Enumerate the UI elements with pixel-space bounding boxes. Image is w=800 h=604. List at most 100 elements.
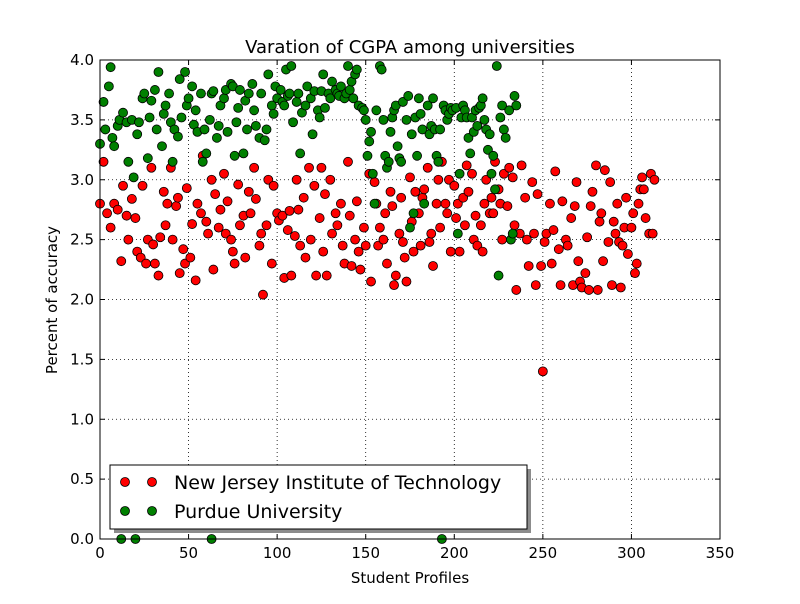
- njit-point: [440, 198, 451, 209]
- purdue-point: [498, 124, 509, 135]
- purdue-point: [509, 91, 520, 101]
- njit-point: [522, 234, 532, 245]
- njit-point: [557, 196, 568, 207]
- njit-point: [360, 240, 371, 251]
- njit-point: [167, 234, 178, 245]
- njit-point: [647, 228, 658, 239]
- purdue-point: [369, 198, 380, 209]
- njit-point: [396, 192, 407, 203]
- njit-point: [327, 228, 337, 239]
- njit-point: [617, 240, 628, 251]
- purdue-point: [219, 93, 229, 104]
- njit-point: [203, 228, 213, 239]
- njit-point: [277, 210, 288, 221]
- purdue-point: [150, 85, 160, 95]
- njit-point: [431, 198, 442, 209]
- njit-point: [380, 208, 391, 219]
- purdue-point: [109, 141, 120, 152]
- njit-point: [497, 234, 508, 245]
- njit-point: [562, 240, 573, 251]
- purdue-point: [151, 124, 162, 135]
- njit-point: [266, 258, 277, 269]
- purdue-point: [495, 112, 506, 123]
- purdue-point: [493, 270, 504, 281]
- purdue-point: [256, 88, 267, 99]
- njit-point: [587, 186, 598, 197]
- purdue-point: [263, 69, 274, 80]
- njit-point: [300, 252, 311, 263]
- purdue-point: [139, 88, 150, 99]
- njit-point: [569, 201, 580, 211]
- njit-point: [628, 208, 639, 219]
- purdue-point: [433, 156, 444, 167]
- njit-point: [293, 204, 304, 215]
- njit-point: [598, 256, 608, 267]
- purdue-point: [132, 129, 143, 140]
- x-tick-label: 0: [95, 544, 105, 562]
- legend-marker-purdue: [120, 506, 130, 516]
- x-axis-label: Student Profiles: [351, 569, 469, 587]
- njit-point: [433, 174, 444, 185]
- njit-point: [649, 174, 660, 185]
- njit-point: [155, 232, 166, 243]
- purdue-point: [233, 103, 244, 113]
- njit-point: [389, 280, 399, 291]
- purdue-point: [327, 76, 337, 87]
- njit-point: [527, 177, 538, 188]
- purdue-point: [428, 93, 438, 104]
- legend-label-njit: New Jersey Institute of Technology: [174, 472, 501, 494]
- njit-point: [539, 237, 550, 247]
- njit-point: [213, 222, 224, 233]
- njit-point: [298, 192, 309, 203]
- purdue-point: [314, 112, 325, 123]
- purdue-point: [128, 172, 139, 183]
- njit-point: [408, 246, 419, 257]
- njit-point: [555, 280, 566, 291]
- njit-point: [102, 208, 112, 219]
- njit-point: [502, 201, 513, 211]
- purdue-point: [98, 97, 109, 107]
- njit-point: [160, 220, 171, 231]
- legend-box: [109, 464, 528, 530]
- njit-point: [309, 180, 320, 191]
- njit-point: [98, 156, 109, 167]
- njit-point: [351, 196, 362, 207]
- purdue-point: [419, 198, 430, 209]
- njit-point: [516, 160, 527, 171]
- njit-point: [451, 213, 461, 223]
- njit-point: [359, 222, 369, 233]
- njit-point: [410, 186, 421, 197]
- purdue-point: [142, 153, 153, 164]
- purdue-point: [118, 107, 128, 118]
- y-tick-label: 1.0: [70, 410, 94, 428]
- purdue-point: [201, 148, 212, 159]
- purdue-point: [222, 126, 233, 137]
- njit-point: [633, 198, 644, 209]
- njit-point: [615, 282, 626, 293]
- purdue-point: [231, 117, 242, 128]
- njit-point: [477, 246, 488, 257]
- purdue-point: [490, 184, 500, 195]
- njit-point: [520, 192, 531, 203]
- purdue-point: [250, 120, 261, 131]
- njit-point: [289, 231, 300, 241]
- purdue-point: [199, 124, 210, 135]
- njit-point: [254, 240, 265, 251]
- purdue-point: [144, 112, 155, 123]
- x-tick-label: 150: [351, 544, 380, 562]
- njit-point: [332, 220, 343, 231]
- njit-point: [196, 208, 206, 219]
- njit-point: [192, 198, 203, 209]
- purdue-point: [415, 108, 426, 119]
- njit-point: [141, 258, 151, 269]
- njit-point: [442, 208, 453, 219]
- njit-point: [118, 180, 128, 191]
- purdue-point: [146, 95, 157, 106]
- njit-point: [206, 174, 217, 185]
- purdue-point: [279, 100, 290, 111]
- purdue-point: [197, 156, 208, 167]
- purdue-point: [134, 117, 144, 128]
- njit-point: [305, 234, 316, 245]
